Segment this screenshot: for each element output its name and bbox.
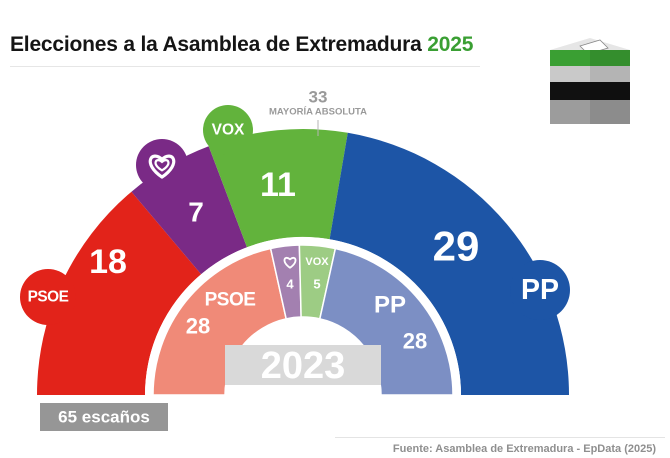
seat-label-2025-podemos: 7 bbox=[188, 197, 204, 228]
seat-label-2023-vox: 5 bbox=[313, 277, 320, 292]
chart-title: Elecciones a la Asamblea de Extremadura … bbox=[10, 33, 473, 57]
heart-icon-inner bbox=[154, 159, 170, 172]
seat-label-2023-pp: 28 bbox=[403, 329, 427, 354]
seat-arc-2025-pp-logo-text: PP bbox=[521, 274, 559, 306]
ballot-base bbox=[550, 100, 630, 124]
seat-arc-2023-pp bbox=[318, 247, 454, 396]
heart-icon bbox=[148, 154, 176, 179]
seat-arc-2025-psoe-logo-text: PSOE bbox=[28, 289, 69, 306]
seat-arc-2025-psoe bbox=[37, 191, 202, 395]
seat-arc-2025-vox-logo-circle bbox=[203, 105, 253, 155]
seat-arc-2025-vox-logo-text: VOX bbox=[212, 122, 245, 139]
ballot-shade bbox=[590, 50, 630, 124]
seat-arc-2023-psoe-logo-text: PSOE bbox=[205, 290, 256, 311]
seat-label-2025-psoe: 18 bbox=[89, 243, 127, 281]
majority-label: MAYORÍA ABSOLUTA bbox=[269, 107, 367, 118]
heart-icon bbox=[283, 256, 297, 269]
total-seats-label: 65 escaños bbox=[58, 408, 150, 427]
seat-arc-2023-podemos-logo bbox=[283, 256, 297, 269]
seat-label-2023-psoe: 28 bbox=[186, 314, 210, 339]
source-note: Fuente: Asamblea de Extremadura - EpData… bbox=[392, 443, 656, 455]
seat-arc-2025-pp bbox=[329, 132, 569, 395]
seat-label-2023-podemos: 4 bbox=[286, 277, 294, 292]
seat-label-2025-vox: 11 bbox=[260, 166, 296, 204]
title-text: Elecciones a la Asamblea de Extremadura bbox=[10, 33, 422, 56]
center-label-cut bbox=[225, 385, 381, 395]
seat-arc-2025-vox-logo: VOX bbox=[203, 105, 253, 155]
flag-stripe-green bbox=[550, 50, 630, 66]
seat-arc-2025-podemos-logo bbox=[136, 139, 188, 191]
flag-stripe-white bbox=[550, 66, 630, 82]
ballot-box-icon bbox=[550, 38, 630, 124]
inner-ring-2023: 28 PSOE 4 5 VOX 28 PP bbox=[152, 244, 454, 396]
title-year: 2025 bbox=[427, 33, 474, 56]
flag-stripe-black bbox=[550, 82, 630, 100]
seat-arc-2025-podemos-logo-circle bbox=[136, 139, 188, 191]
center-year-label: 2023 bbox=[261, 345, 346, 387]
seat-arc-2025-pp-logo: PP bbox=[510, 260, 570, 320]
seat-arc-2025-pp-logo-circle bbox=[510, 260, 570, 320]
seat-arc-2023-vox-logo-text: VOX bbox=[305, 256, 329, 268]
seat-arc-2025-vox bbox=[208, 129, 348, 248]
majority-value: 33 bbox=[309, 88, 328, 107]
seat-arc-2025-psoe-logo-circle bbox=[20, 269, 76, 325]
title-divider bbox=[10, 66, 480, 67]
center-label-bg bbox=[225, 345, 381, 385]
footer-divider bbox=[335, 437, 665, 438]
total-seats-box bbox=[40, 403, 168, 431]
seat-arc-2025-psoe-logo: PSOE bbox=[20, 269, 76, 325]
seat-arc-2023-pp-logo-text: PP bbox=[374, 292, 406, 319]
seat-label-2025-pp: 29 bbox=[433, 223, 480, 270]
